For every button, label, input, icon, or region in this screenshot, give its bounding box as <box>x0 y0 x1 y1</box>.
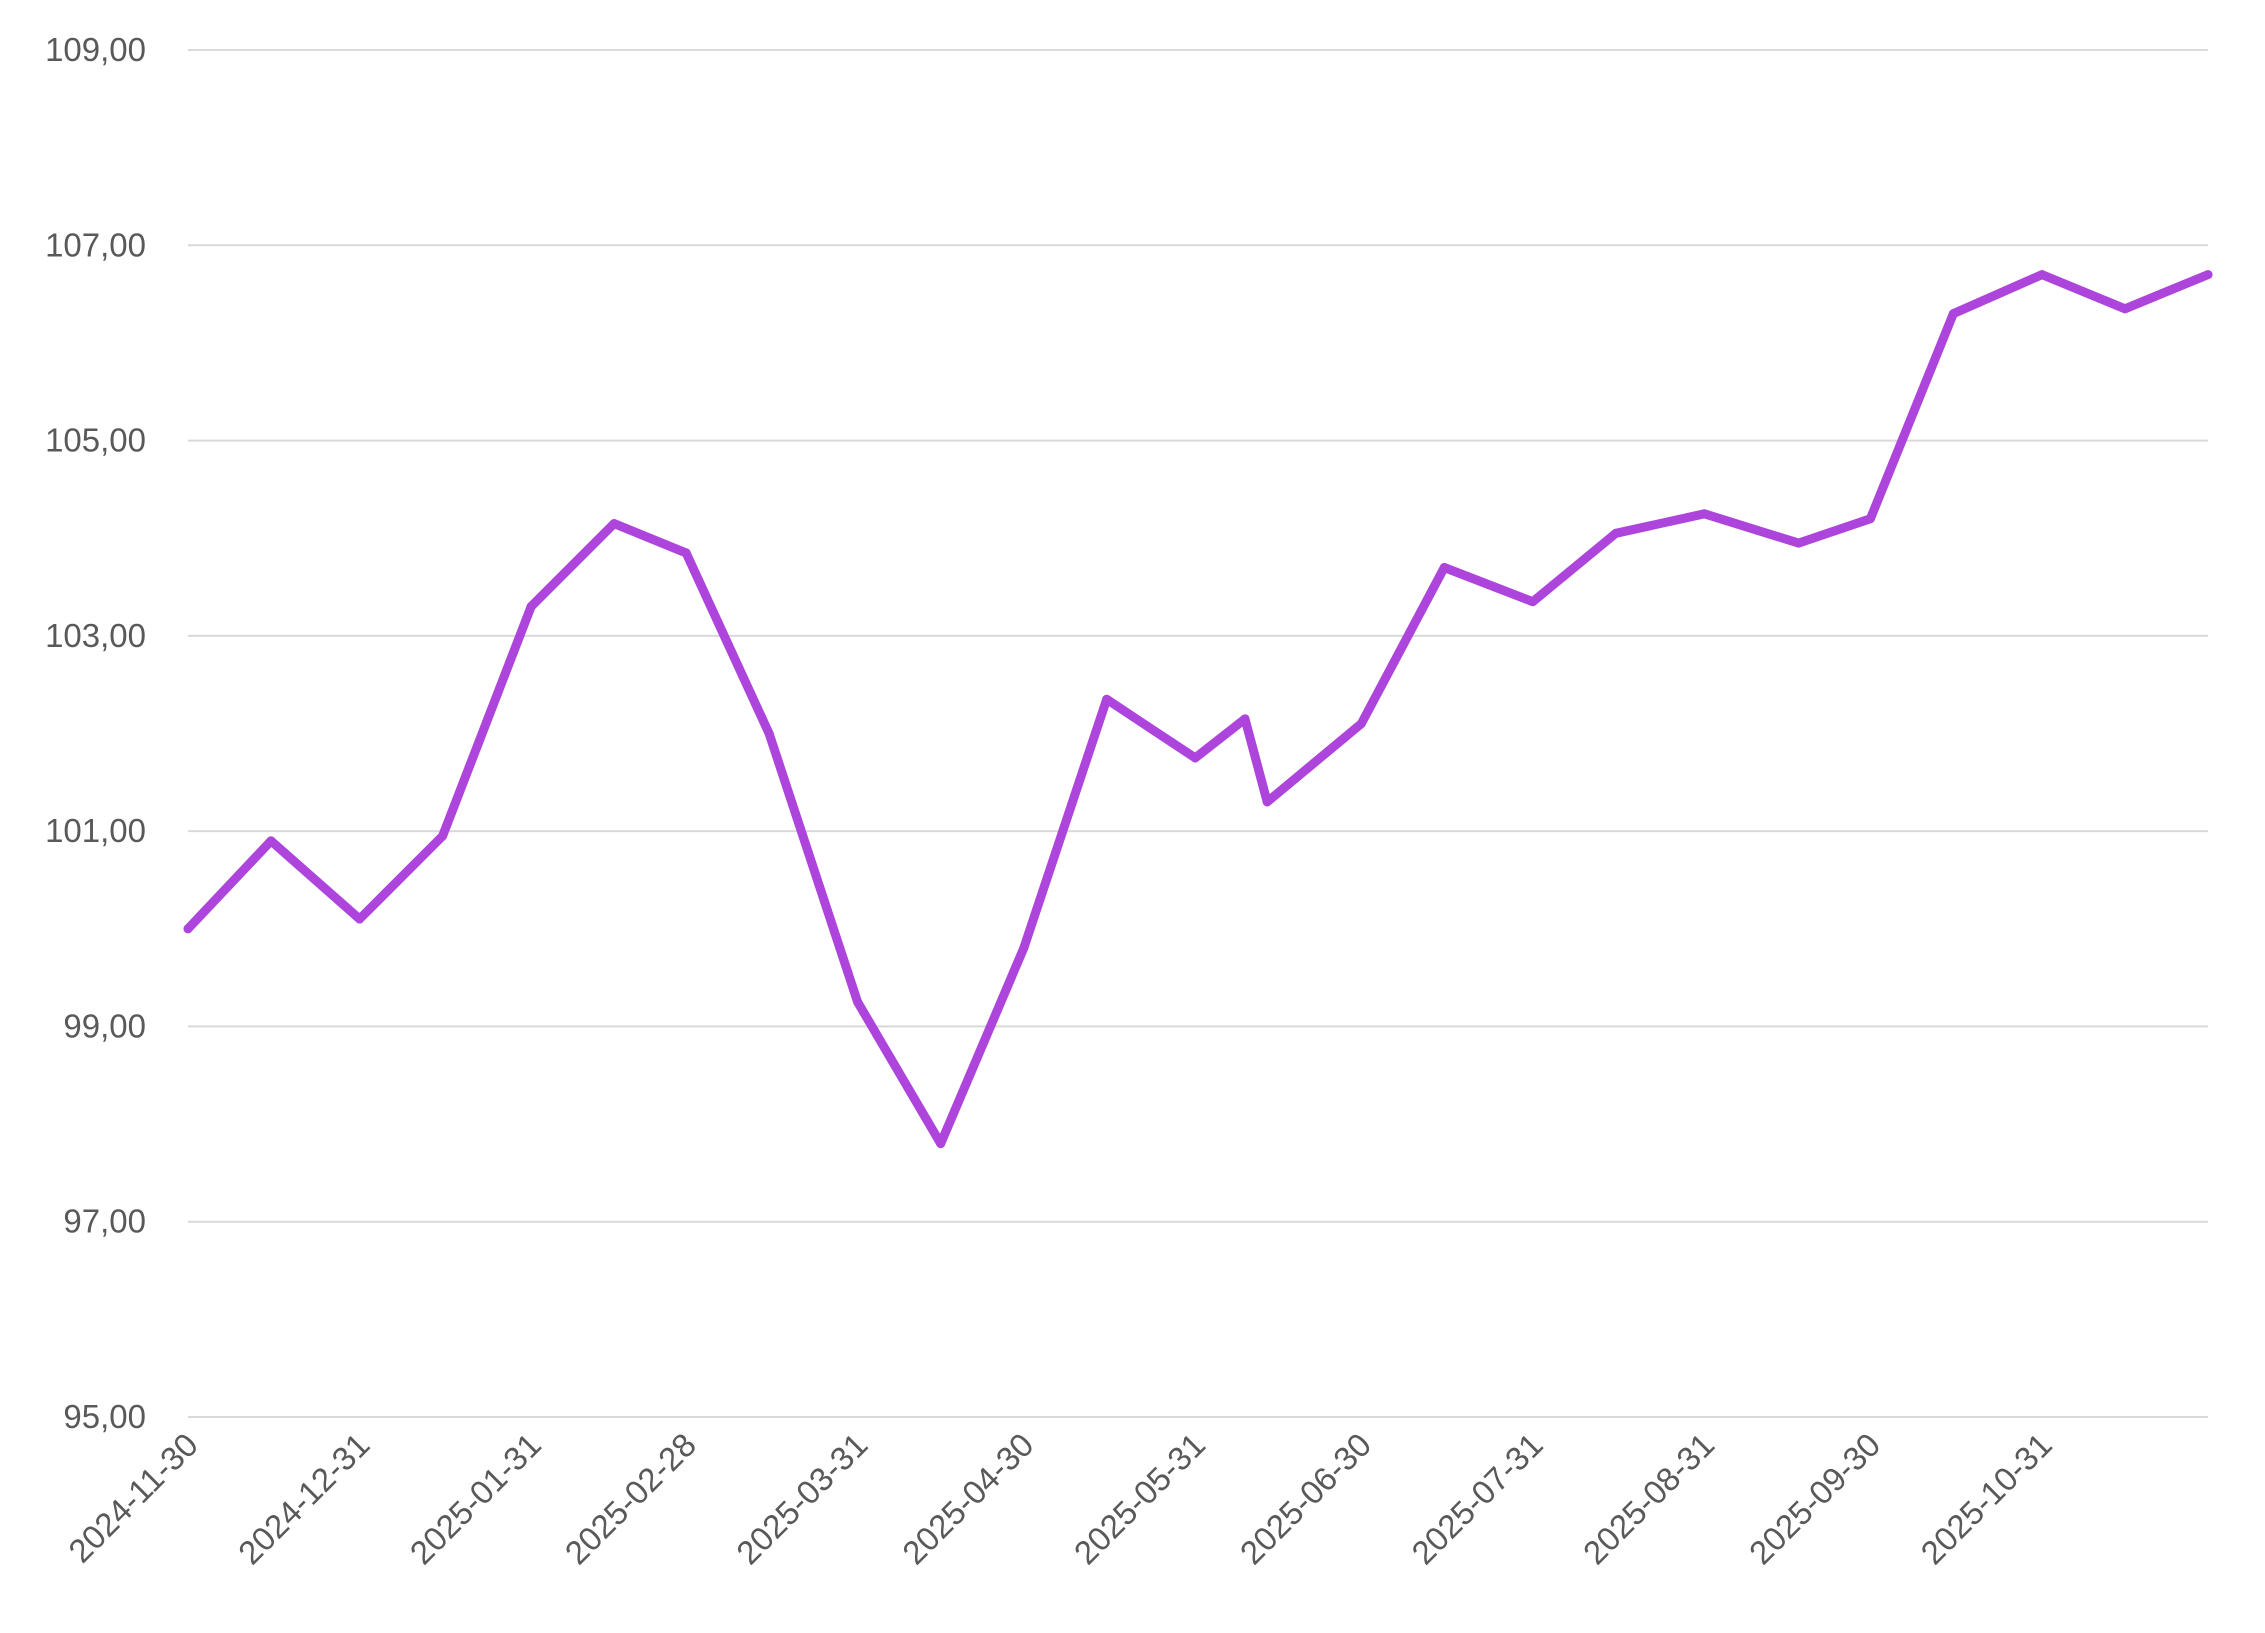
y-tick-label: 95,00 <box>63 1398 146 1435</box>
data-point <box>1019 943 1029 953</box>
data-point <box>1262 797 1272 807</box>
series-line <box>183 270 2213 1149</box>
data-point <box>936 1139 946 1149</box>
data-point <box>764 729 774 738</box>
x-tick-label: 2025-09-30 <box>1742 1426 1888 1572</box>
data-point <box>2037 270 2047 280</box>
series-layer <box>183 270 2213 1149</box>
data-point <box>1528 597 1538 607</box>
gridlines <box>188 49 2208 1418</box>
data-point <box>183 924 193 934</box>
y-axis-tick-labels: 95,00 97,00 99,00 101,00 103,00 105,00 107,00 1… <box>45 31 146 1435</box>
data-point <box>1102 694 1112 704</box>
data-point <box>1356 719 1366 729</box>
data-point <box>2203 270 2213 280</box>
x-axis-tick-labels: 2024-11-30 2024-12-31 2025-01-31 2025-02-28… <box>61 1426 2059 1572</box>
data-point <box>2120 304 2130 314</box>
x-tick-label: 2024-12-31 <box>231 1426 377 1572</box>
data-point <box>853 997 863 1007</box>
data-point <box>1865 514 1875 524</box>
x-tick-label: 2025-05-31 <box>1067 1426 1213 1572</box>
x-tick-label: 2025-03-31 <box>729 1426 875 1572</box>
x-tick-label: 2025-01-31 <box>403 1426 549 1572</box>
y-tick-label: 101,00 <box>45 812 146 849</box>
data-point <box>1240 714 1250 724</box>
data-point <box>609 519 619 529</box>
data-point <box>526 602 536 612</box>
data-point <box>1699 509 1709 519</box>
x-tick-label: 2025-10-31 <box>1913 1426 2059 1572</box>
data-point <box>1948 309 1958 319</box>
data-point <box>438 831 448 841</box>
data-point <box>1439 563 1449 573</box>
y-tick-label: 109,00 <box>45 31 146 68</box>
data-point <box>1793 538 1803 548</box>
x-tick-label: 2025-06-30 <box>1233 1426 1379 1572</box>
x-tick-label: 2025-04-30 <box>895 1426 1041 1572</box>
data-point <box>1611 528 1621 538</box>
x-tick-label: 2025-02-28 <box>558 1426 704 1572</box>
y-tick-label: 103,00 <box>45 617 146 654</box>
data-point <box>681 548 691 558</box>
y-tick-label: 97,00 <box>63 1203 146 1240</box>
x-tick-label: 2025-08-31 <box>1576 1426 1722 1572</box>
y-tick-label: 107,00 <box>45 226 146 263</box>
y-tick-label: 105,00 <box>45 422 146 459</box>
data-point <box>266 836 276 846</box>
y-tick-label: 99,00 <box>63 1007 146 1044</box>
data-point <box>1190 753 1200 763</box>
x-tick-label: 2025-07-31 <box>1404 1426 1550 1572</box>
x-tick-label: 2024-11-30 <box>61 1426 205 1570</box>
data-point <box>355 914 365 924</box>
